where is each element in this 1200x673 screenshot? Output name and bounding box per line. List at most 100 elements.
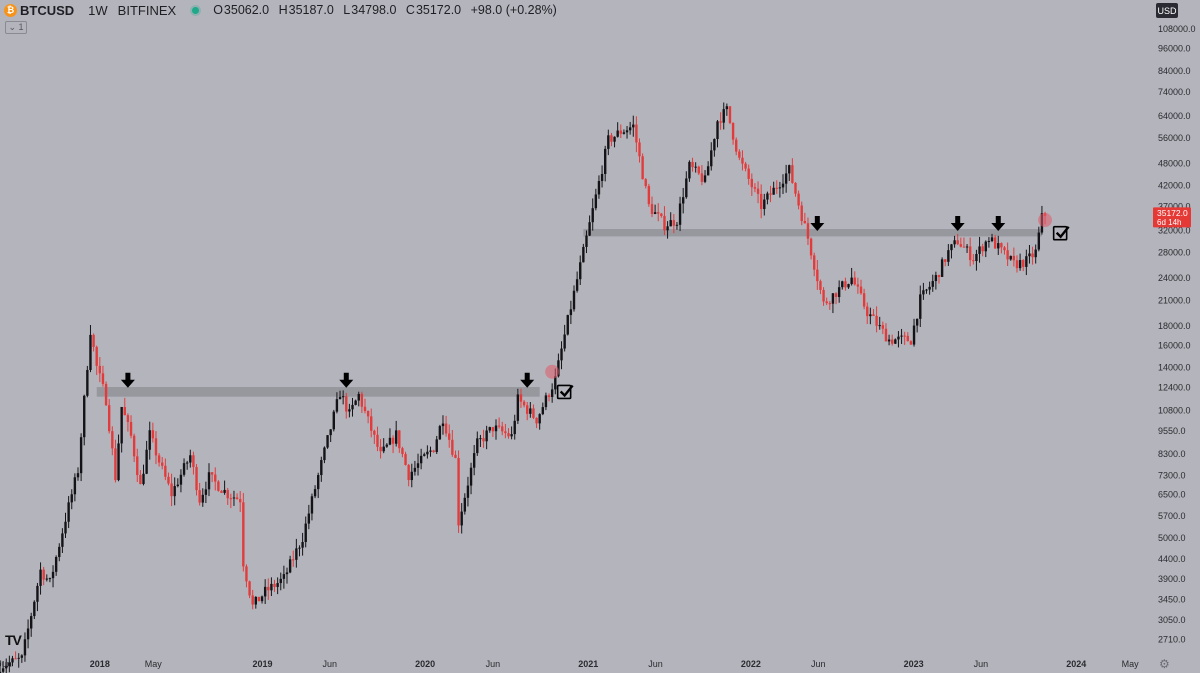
candle-body [451, 439, 454, 455]
candle-body [507, 433, 510, 437]
candle-body [535, 417, 538, 424]
candle-body [603, 148, 607, 174]
candle-body [214, 474, 217, 482]
candle-body [819, 281, 822, 290]
candle-body [697, 166, 700, 174]
breakout-circle-2 [1038, 213, 1053, 228]
candle-body [1025, 256, 1028, 267]
candle-body [915, 318, 919, 326]
candle-body [398, 430, 401, 449]
candle-body [198, 490, 201, 503]
candle-body [557, 360, 560, 377]
candle-body [292, 559, 295, 561]
candle-body [501, 426, 504, 432]
candle-body [653, 212, 657, 214]
candle-body [794, 182, 797, 194]
y-axis-label: 9550.0 [1158, 426, 1186, 436]
timeframe[interactable]: 1W [88, 2, 108, 18]
candle-body [307, 513, 311, 524]
candle-body [423, 454, 426, 456]
x-axis-label: May [1122, 659, 1140, 669]
x-axis-label: Jun [486, 659, 501, 669]
candle-body [641, 156, 644, 180]
check-mark-2 [1052, 225, 1070, 241]
candle-body [563, 334, 566, 349]
candle-body [488, 427, 491, 431]
candle-body [694, 166, 697, 168]
candle-body [201, 494, 204, 503]
x-axis-label: 2022 [741, 659, 761, 669]
candle-body [516, 394, 520, 421]
y-axis-label: 56000.0 [1158, 133, 1191, 143]
candle-body [254, 596, 258, 605]
x-axis-label: Jun [648, 659, 663, 669]
candle-body [813, 255, 816, 270]
candle-body [866, 306, 869, 317]
candle-body [245, 566, 248, 582]
candle-body [67, 502, 70, 522]
candle-body [223, 489, 226, 493]
y-axis-label: 16000.0 [1158, 340, 1191, 350]
candle-body [298, 547, 301, 549]
candle-body [376, 434, 379, 447]
x-axis-label: Jun [811, 659, 826, 669]
candle-body [14, 658, 17, 660]
tradingview-logo-icon[interactable]: TV [5, 632, 22, 648]
candle-body [114, 448, 117, 481]
symbol-name[interactable]: BTCUSD [20, 2, 75, 18]
candle-body [600, 173, 604, 181]
candle-body [554, 376, 557, 390]
candle-body [763, 199, 766, 210]
candle-body [594, 194, 598, 209]
candle-body [348, 409, 351, 412]
check-box [556, 384, 572, 400]
candle-body [288, 559, 292, 573]
check-box [1052, 225, 1068, 241]
candle-body [738, 151, 741, 158]
y-axis-label: 21000.0 [1158, 295, 1191, 305]
candle-body [925, 289, 928, 291]
x-axis-label: 2019 [252, 659, 272, 669]
settings-icon[interactable]: ⚙ [1159, 657, 1170, 671]
candle-body [185, 462, 189, 464]
candle-body [73, 477, 77, 495]
collapse-indicators-button[interactable]: ⌄ 1 [5, 21, 27, 34]
candle-body [1031, 253, 1034, 258]
candle-body [900, 335, 903, 337]
candle-body [831, 293, 835, 304]
y-axis-label: 7300.0 [1158, 470, 1186, 480]
x-axis-label: May [145, 659, 163, 669]
candle-body [466, 485, 470, 498]
candle-body [691, 161, 694, 168]
candle-body [1028, 253, 1031, 257]
candle-body [572, 290, 576, 310]
candle-body [822, 289, 825, 302]
candle-body [968, 246, 972, 261]
candle-body [622, 132, 626, 134]
candle-body [232, 497, 236, 499]
candle-body [438, 426, 442, 440]
breakout-circle-1 [545, 364, 560, 379]
candle-body [775, 187, 778, 189]
candle-body [635, 124, 638, 143]
candle-body [33, 601, 36, 617]
candle-body [800, 205, 803, 221]
candle-body [270, 583, 273, 591]
down-arrow-5 [950, 215, 965, 231]
candle-body [497, 425, 501, 427]
candle-body [825, 301, 828, 304]
candle-body [722, 109, 725, 123]
candle-body [120, 407, 123, 444]
y-axis-label: 3450.0 [1158, 594, 1186, 604]
y-axis-label: 32000.0 [1158, 226, 1191, 236]
candle-body [928, 286, 931, 290]
candle-body [326, 435, 329, 448]
candle-body [273, 583, 276, 587]
candle-body [179, 474, 183, 485]
currency-button[interactable]: USD [1156, 3, 1178, 18]
candle-body [544, 395, 548, 408]
candle-body [235, 497, 239, 500]
candle-body [164, 465, 167, 477]
candle-body [997, 243, 1000, 249]
